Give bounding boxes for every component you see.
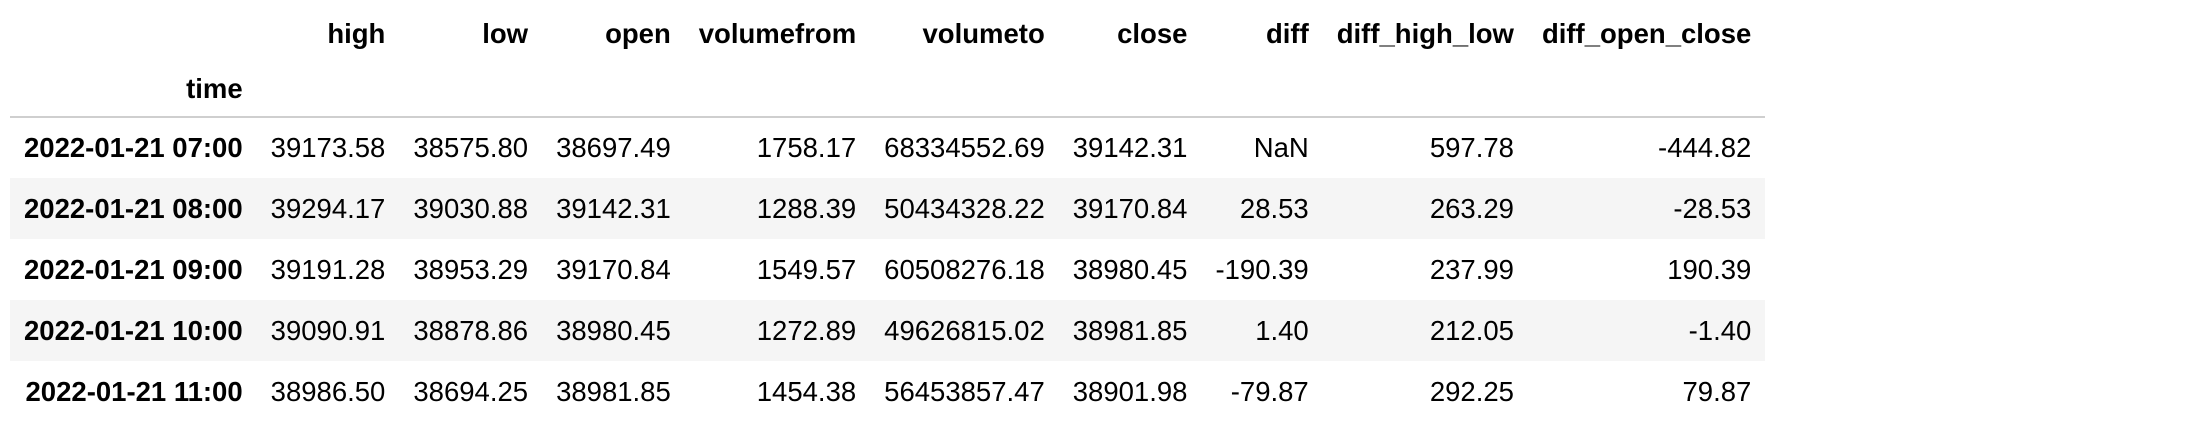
cell-low: 38953.29 <box>413 253 529 285</box>
header-corner <box>10 6 257 61</box>
column-header-volumeto: volumeto <box>922 17 1045 49</box>
column-header-row: high low open volumefrom volumeto close … <box>10 6 1765 61</box>
row-index: 2022-01-21 07:00 <box>24 132 243 164</box>
cell-diff-high-low: 237.99 <box>1429 253 1514 285</box>
table-row: 2022-01-21 09:00 39191.28 38953.29 39170… <box>10 239 1765 300</box>
table-body: 2022-01-21 07:00 39173.58 38575.80 38697… <box>10 117 1766 422</box>
cell-diff-high-low: 597.78 <box>1429 132 1514 164</box>
row-index: 2022-01-21 11:00 <box>25 375 243 407</box>
cell-high: 38986.50 <box>270 375 386 407</box>
cell-volumeto: 49626815.02 <box>884 314 1045 346</box>
column-header-diff-high-low: diff_high_low <box>1336 17 1514 49</box>
cell-close: 38981.85 <box>1072 314 1188 346</box>
column-header-open: open <box>605 17 671 49</box>
cell-high: 39294.17 <box>270 192 386 224</box>
cell-high: 39090.91 <box>270 314 386 346</box>
cell-diff-high-low: 263.29 <box>1429 192 1514 224</box>
cell-low: 38878.86 <box>413 314 529 346</box>
table-row: 2022-01-21 10:00 39090.91 38878.86 38980… <box>10 300 1766 361</box>
index-name-header: time <box>186 72 243 104</box>
cell-diff: -79.87 <box>1230 375 1309 407</box>
table-header: high low open volumefrom volumeto close … <box>10 6 1766 117</box>
table-row: 2022-01-21 08:00 39294.17 39030.88 39142… <box>10 178 1766 239</box>
row-index: 2022-01-21 10:00 <box>24 314 243 346</box>
row-index: 2022-01-21 08:00 <box>24 192 243 224</box>
cell-open: 38980.45 <box>556 314 671 346</box>
cell-diff-open-close: 190.39 <box>1667 253 1752 285</box>
cell-volumeto: 50434328.22 <box>884 192 1045 224</box>
column-header-volumefrom: volumefrom <box>698 17 857 49</box>
table-row: 2022-01-21 07:00 39173.58 38575.80 38697… <box>10 117 1765 178</box>
cell-diff-high-low: 212.05 <box>1429 314 1514 346</box>
cell-diff: NaN <box>1253 132 1309 164</box>
cell-volumeto: 60508276.18 <box>884 253 1045 285</box>
cell-volumeto: 68334552.69 <box>884 132 1045 164</box>
column-header-low: low <box>482 17 529 49</box>
cell-diff-open-close: -444.82 <box>1658 132 1752 164</box>
cell-diff-open-close: -28.53 <box>1673 192 1752 224</box>
row-index: 2022-01-21 09:00 <box>24 253 243 285</box>
cell-close: 39170.84 <box>1072 192 1188 224</box>
column-header-high: high <box>327 17 386 49</box>
cell-high: 39173.58 <box>270 132 386 164</box>
cell-open: 38981.85 <box>556 375 671 407</box>
cell-volumefrom: 1288.39 <box>756 192 857 224</box>
cell-open: 39142.31 <box>556 192 671 224</box>
cell-close: 39142.31 <box>1072 132 1188 164</box>
cell-low: 39030.88 <box>413 192 529 224</box>
cell-volumefrom: 1549.57 <box>756 253 857 285</box>
cell-diff-open-close: 79.87 <box>1682 375 1752 407</box>
cell-diff-open-close: -1.40 <box>1688 314 1752 346</box>
cell-open: 38697.49 <box>556 132 671 164</box>
column-header-diff-open-close: diff_open_close <box>1541 17 1752 49</box>
dataframe-table: high low open volumefrom volumeto close … <box>10 6 1766 422</box>
cell-high: 39191.28 <box>270 253 386 285</box>
cell-volumefrom: 1272.89 <box>756 314 857 346</box>
column-header-close: close <box>1117 17 1188 49</box>
cell-diff: 28.53 <box>1239 192 1309 224</box>
cell-diff-high-low: 292.25 <box>1429 375 1514 407</box>
cell-volumeto: 56453857.47 <box>884 375 1045 407</box>
index-name-row: time <box>10 61 1766 117</box>
cell-diff: -190.39 <box>1215 253 1309 285</box>
cell-low: 38694.25 <box>413 375 529 407</box>
column-header-diff: diff <box>1265 17 1309 49</box>
cell-volumefrom: 1758.17 <box>756 132 857 164</box>
cell-volumefrom: 1454.38 <box>756 375 857 407</box>
cell-low: 38575.80 <box>413 132 529 164</box>
cell-open: 39170.84 <box>556 253 671 285</box>
cell-diff: 1.40 <box>1255 314 1309 346</box>
cell-close: 38901.98 <box>1072 375 1188 407</box>
cell-close: 38980.45 <box>1072 253 1188 285</box>
table-row: 2022-01-21 11:00 38986.50 38694.25 38981… <box>10 361 1765 422</box>
